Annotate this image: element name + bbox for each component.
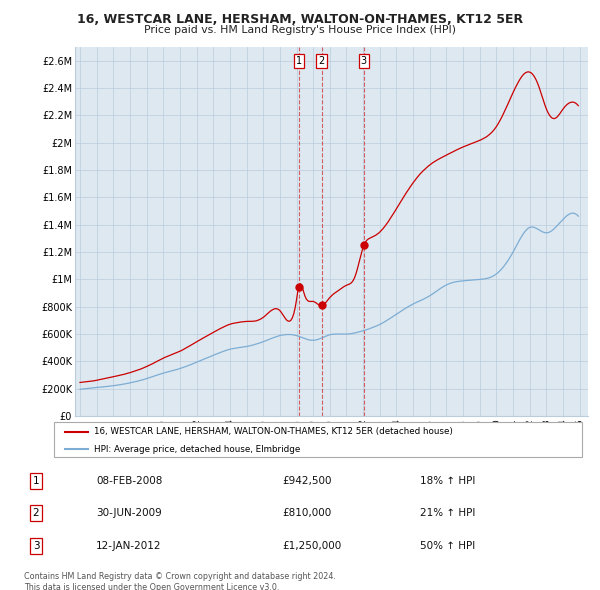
Text: 30-JUN-2009: 30-JUN-2009 xyxy=(96,509,162,518)
Text: 2: 2 xyxy=(319,56,325,66)
Text: £810,000: £810,000 xyxy=(282,509,331,518)
Text: 2: 2 xyxy=(32,509,40,518)
Text: Contains HM Land Registry data © Crown copyright and database right 2024.: Contains HM Land Registry data © Crown c… xyxy=(24,572,336,581)
Text: 50% ↑ HPI: 50% ↑ HPI xyxy=(420,541,475,550)
Text: £942,500: £942,500 xyxy=(282,476,331,486)
Text: 3: 3 xyxy=(32,541,40,550)
Text: 16, WESTCAR LANE, HERSHAM, WALTON-ON-THAMES, KT12 5ER: 16, WESTCAR LANE, HERSHAM, WALTON-ON-THA… xyxy=(77,13,523,26)
Text: This data is licensed under the Open Government Licence v3.0.: This data is licensed under the Open Gov… xyxy=(24,583,280,590)
Text: 16, WESTCAR LANE, HERSHAM, WALTON-ON-THAMES, KT12 5ER (detached house): 16, WESTCAR LANE, HERSHAM, WALTON-ON-THA… xyxy=(94,427,452,436)
Text: 21% ↑ HPI: 21% ↑ HPI xyxy=(420,509,475,518)
Text: £1,250,000: £1,250,000 xyxy=(282,541,341,550)
Text: 12-JAN-2012: 12-JAN-2012 xyxy=(96,541,161,550)
FancyBboxPatch shape xyxy=(54,422,582,457)
Text: 3: 3 xyxy=(361,56,367,66)
Text: HPI: Average price, detached house, Elmbridge: HPI: Average price, detached house, Elmb… xyxy=(94,445,300,454)
Text: 1: 1 xyxy=(295,56,302,66)
Text: 1: 1 xyxy=(32,476,40,486)
Text: 18% ↑ HPI: 18% ↑ HPI xyxy=(420,476,475,486)
Text: Price paid vs. HM Land Registry's House Price Index (HPI): Price paid vs. HM Land Registry's House … xyxy=(144,25,456,35)
Text: 08-FEB-2008: 08-FEB-2008 xyxy=(96,476,163,486)
